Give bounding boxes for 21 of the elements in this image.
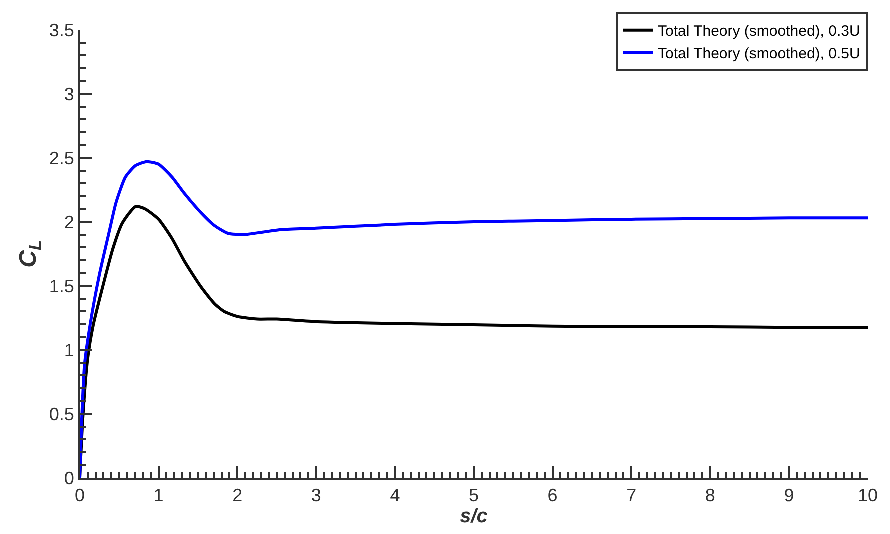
y-tick-label: 1.5	[49, 276, 74, 296]
y-tick-label: 2	[64, 212, 74, 232]
y-tick-label: 0	[64, 468, 74, 488]
x-tick-label: 8	[705, 486, 716, 506]
y-tick-label: 1	[64, 340, 74, 360]
x-tick-label: 1	[154, 486, 164, 506]
x-axis-title: s/c	[460, 506, 488, 528]
legend-label: Total Theory (smoothed), 0.3U	[658, 23, 860, 40]
x-tick-label: 9	[784, 486, 794, 506]
x-tick-label: 3	[311, 486, 322, 506]
x-tick-label: 6	[548, 486, 558, 506]
y-tick-label: 0.5	[49, 404, 74, 424]
y-tick-label: 3.5	[49, 20, 74, 40]
y-tick-label: 3	[64, 84, 74, 104]
x-tick-label: 5	[468, 486, 480, 506]
legend-label: Total Theory (smoothed), 0.5U	[658, 46, 860, 63]
x-tick-label: 7	[626, 486, 637, 506]
x-tick-label: 4	[390, 486, 400, 506]
x-tick-label: 2	[232, 486, 243, 506]
y-tick-label: 2.5	[49, 148, 74, 168]
x-tick-label: 10	[858, 486, 878, 506]
